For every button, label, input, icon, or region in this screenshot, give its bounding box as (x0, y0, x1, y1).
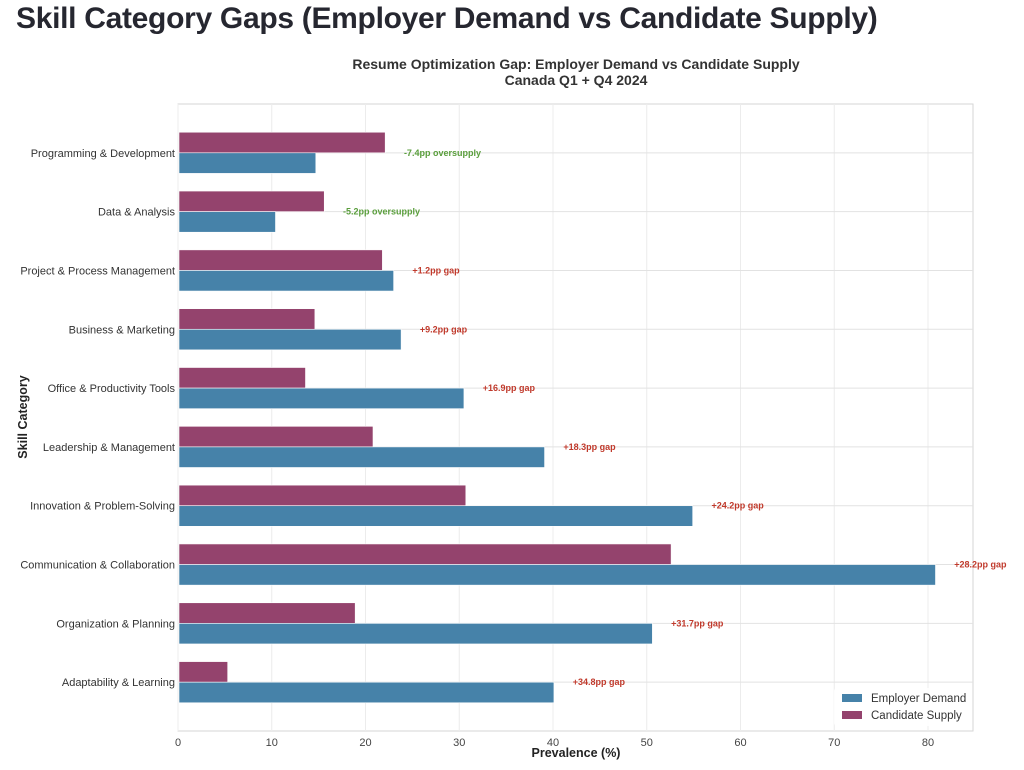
y-category-label: Communication & Collaboration (20, 560, 175, 572)
bar-employer-demand-data-and-analysis (178, 211, 276, 233)
x-tick-label: 60 (734, 737, 746, 749)
bar-candidate-supply-organization-and-planning (178, 602, 356, 624)
x-tick-label: 0 (175, 737, 181, 749)
x-tick-label: 50 (641, 737, 653, 749)
bar-candidate-supply-business-and-marketing (178, 308, 316, 330)
gap-annotation-adaptability-and-learning: +34.8pp gap (573, 677, 626, 687)
gap-annotation-leadership-and-management: +18.3pp gap (563, 442, 616, 452)
bar-employer-demand-innovation-and-problem-solving (178, 505, 693, 527)
legend-label-candidate-supply: Candidate Supply (871, 710, 962, 722)
y-category-label: Innovation & Problem-Solving (30, 501, 175, 513)
y-axis-categories: Programming & Development Data & Analysis… (20, 148, 175, 689)
x-tick-label: 30 (453, 737, 465, 749)
bar-employer-demand-adaptability-and-learning (178, 681, 555, 704)
y-axis-label: Skill Category (16, 375, 30, 458)
bar-candidate-supply-programming-and-development (178, 131, 386, 154)
legend-label-employer-demand: Employer Demand (871, 693, 966, 705)
y-category-label: Organization & Planning (56, 618, 175, 630)
x-tick-label: 70 (828, 737, 840, 749)
legend-swatch-employer-demand (842, 694, 862, 702)
bar-employer-demand-organization-and-planning (178, 623, 653, 645)
bar-employer-demand-office-and-productivity-tools (178, 387, 465, 409)
gap-annotation-organization-and-planning: +31.7pp gap (671, 618, 724, 628)
gap-annotation-data-and-analysis: -5.2pp oversupply (343, 207, 420, 217)
bar-employer-demand-programming-and-development (178, 152, 317, 174)
x-axis-label: Prevalence (%) (532, 746, 621, 760)
y-category-label: Adaptability & Learning (62, 677, 175, 689)
y-category-label: Programming & Development (31, 148, 175, 160)
page-title: Skill Category Gaps (Employer Demand vs … (16, 2, 878, 35)
legend-swatch-candidate-supply (842, 711, 862, 719)
annotations: -7.4pp oversupply -5.2pp oversupply +1.2pp… (343, 148, 1007, 687)
legend: Employer Demand Candidate Supply (834, 688, 968, 726)
chart-subtitle: Canada Q1 + Q4 2024 (505, 72, 648, 88)
bar-employer-demand-leadership-and-management (178, 446, 545, 468)
gap-annotation-innovation-and-problem-solving: +24.2pp gap (711, 501, 764, 511)
y-category-label: Business & Marketing (69, 324, 175, 336)
gap-annotation-office-and-productivity-tools: +16.9pp gap (483, 383, 536, 393)
bar-candidate-supply-adaptability-and-learning (178, 661, 228, 683)
y-category-label: Leadership & Management (43, 442, 175, 454)
bar-candidate-supply-communication-and-collaboration (178, 543, 672, 565)
bar-employer-demand-communication-and-collaboration (178, 564, 936, 586)
bar-employer-demand-project-and-process-management (178, 270, 394, 292)
bar-candidate-supply-office-and-productivity-tools (178, 367, 306, 389)
gap-annotation-programming-and-development: -7.4pp oversupply (404, 148, 481, 158)
x-tick-label: 10 (266, 737, 278, 749)
x-tick-label: 80 (922, 737, 934, 749)
gap-annotation-communication-and-collaboration: +28.2pp gap (954, 560, 1007, 570)
x-tick-label: 40 (547, 737, 559, 749)
bar-candidate-supply-leadership-and-management (178, 426, 374, 448)
x-axis-ticks: 0 10 20 30 40 50 60 70 80 (175, 737, 934, 749)
bars (178, 131, 936, 704)
legend-frame (834, 688, 968, 726)
y-category-label: Office & Productivity Tools (48, 383, 176, 395)
x-tick-label: 20 (359, 737, 371, 749)
y-category-label: Data & Analysis (98, 207, 176, 219)
bar-candidate-supply-innovation-and-problem-solving (178, 484, 467, 507)
bar-candidate-supply-project-and-process-management (178, 249, 383, 271)
gap-annotation-business-and-marketing: +9.2pp gap (420, 324, 468, 334)
gap-annotation-project-and-process-management: +1.2pp gap (412, 265, 460, 275)
bar-employer-demand-business-and-marketing (178, 328, 402, 351)
bar-candidate-supply-data-and-analysis (178, 190, 325, 212)
y-category-label: Project & Process Management (20, 265, 175, 277)
chart-title: Resume Optimization Gap: Employer Demand… (352, 56, 800, 72)
